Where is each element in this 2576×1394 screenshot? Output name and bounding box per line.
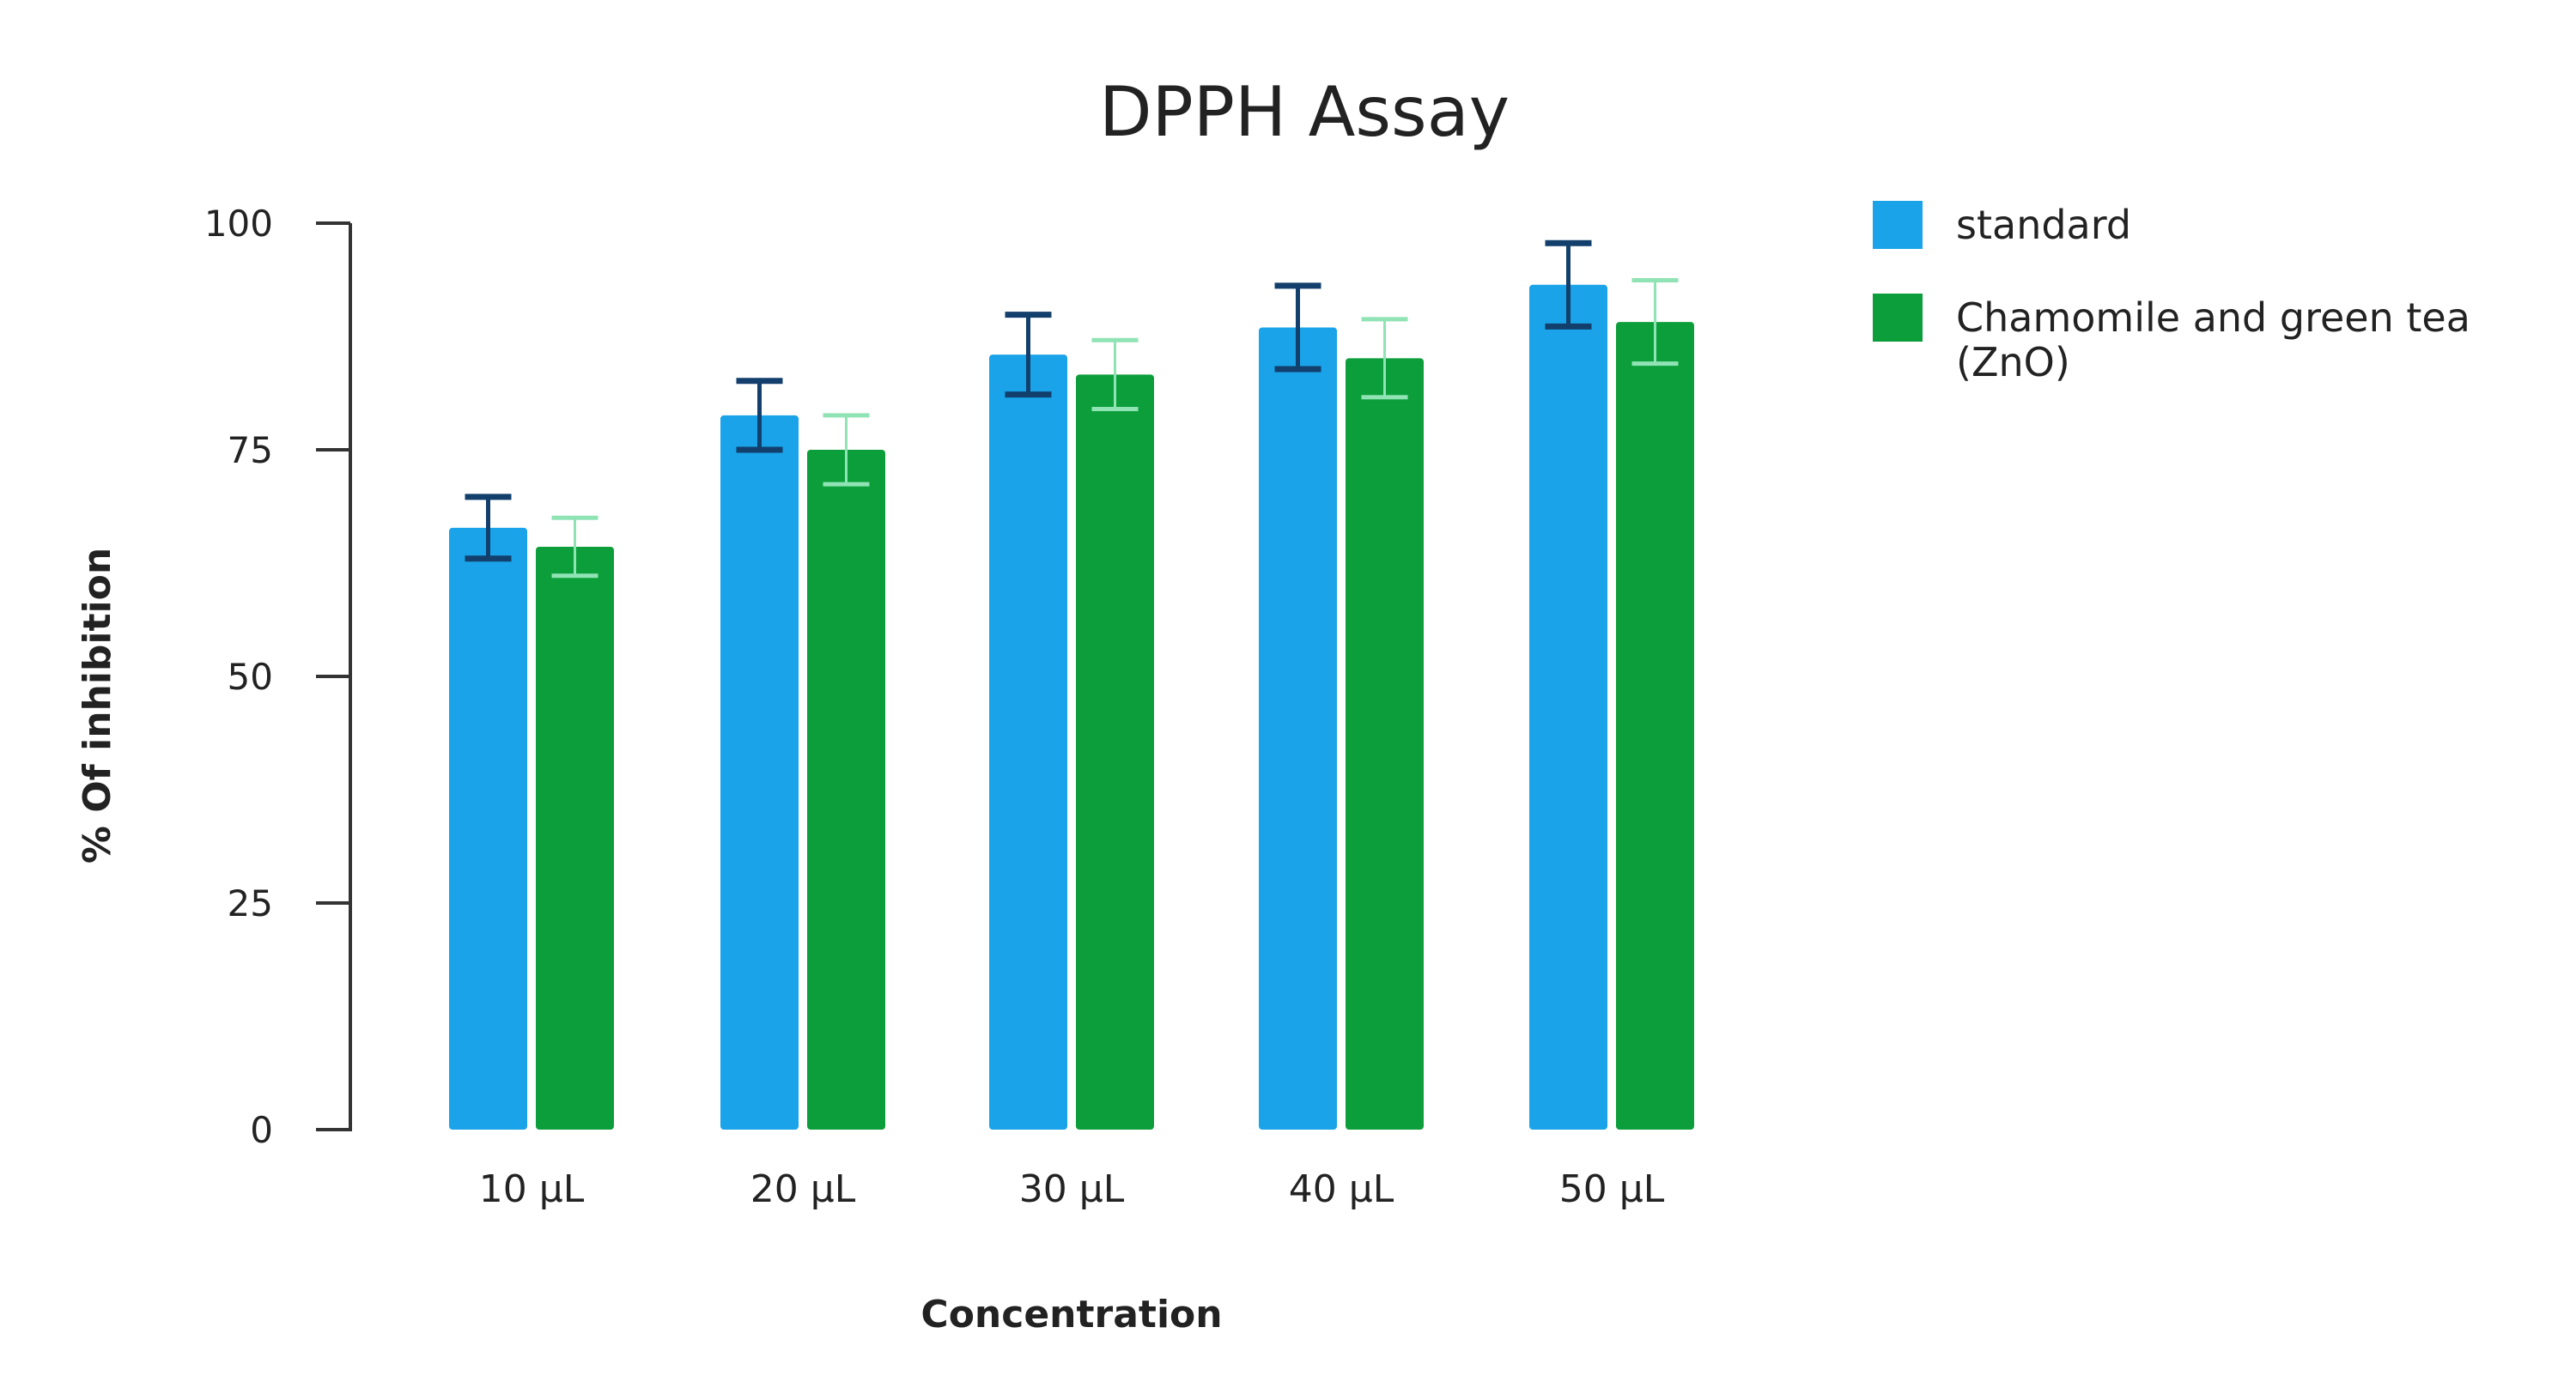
- legend-label: Chamomile and green tea: [1956, 294, 2470, 341]
- y-tick-label: 25: [228, 882, 273, 924]
- bar-standard: [989, 355, 1067, 1130]
- bar-standard: [1259, 327, 1337, 1130]
- legend-swatch: [1873, 201, 1923, 249]
- bar-standard: [449, 527, 527, 1130]
- bar-chamomile-green-tea: [1346, 358, 1424, 1130]
- bar-standard: [1529, 284, 1607, 1130]
- x-tick-label: 50 µL: [1559, 1167, 1665, 1211]
- bar-chamomile-green-tea: [1076, 374, 1154, 1130]
- legend-label: (ZnO): [1956, 339, 2070, 385]
- x-tick-label: 30 µL: [1019, 1167, 1125, 1211]
- legend-label: standard: [1956, 202, 2131, 248]
- x-tick-label: 40 µL: [1289, 1167, 1394, 1211]
- y-tick-label: 0: [250, 1109, 273, 1151]
- y-tick-label: 75: [228, 429, 273, 471]
- y-tick-label: 100: [204, 203, 273, 245]
- chart-title: DPPH Assay: [1099, 72, 1510, 152]
- bar-standard: [720, 415, 799, 1130]
- bar-chamomile-green-tea: [1616, 322, 1694, 1130]
- y-axis-label: % Of inhibition: [76, 548, 119, 864]
- bar-chamomile-green-tea: [536, 546, 614, 1130]
- x-tick-label: 20 µL: [750, 1167, 856, 1211]
- x-tick-label: 10 µL: [479, 1167, 585, 1211]
- y-tick-label: 50: [228, 656, 273, 698]
- bar-chamomile-green-tea: [807, 450, 885, 1130]
- legend-swatch: [1873, 294, 1923, 342]
- x-axis-label: Concentration: [920, 1293, 1222, 1336]
